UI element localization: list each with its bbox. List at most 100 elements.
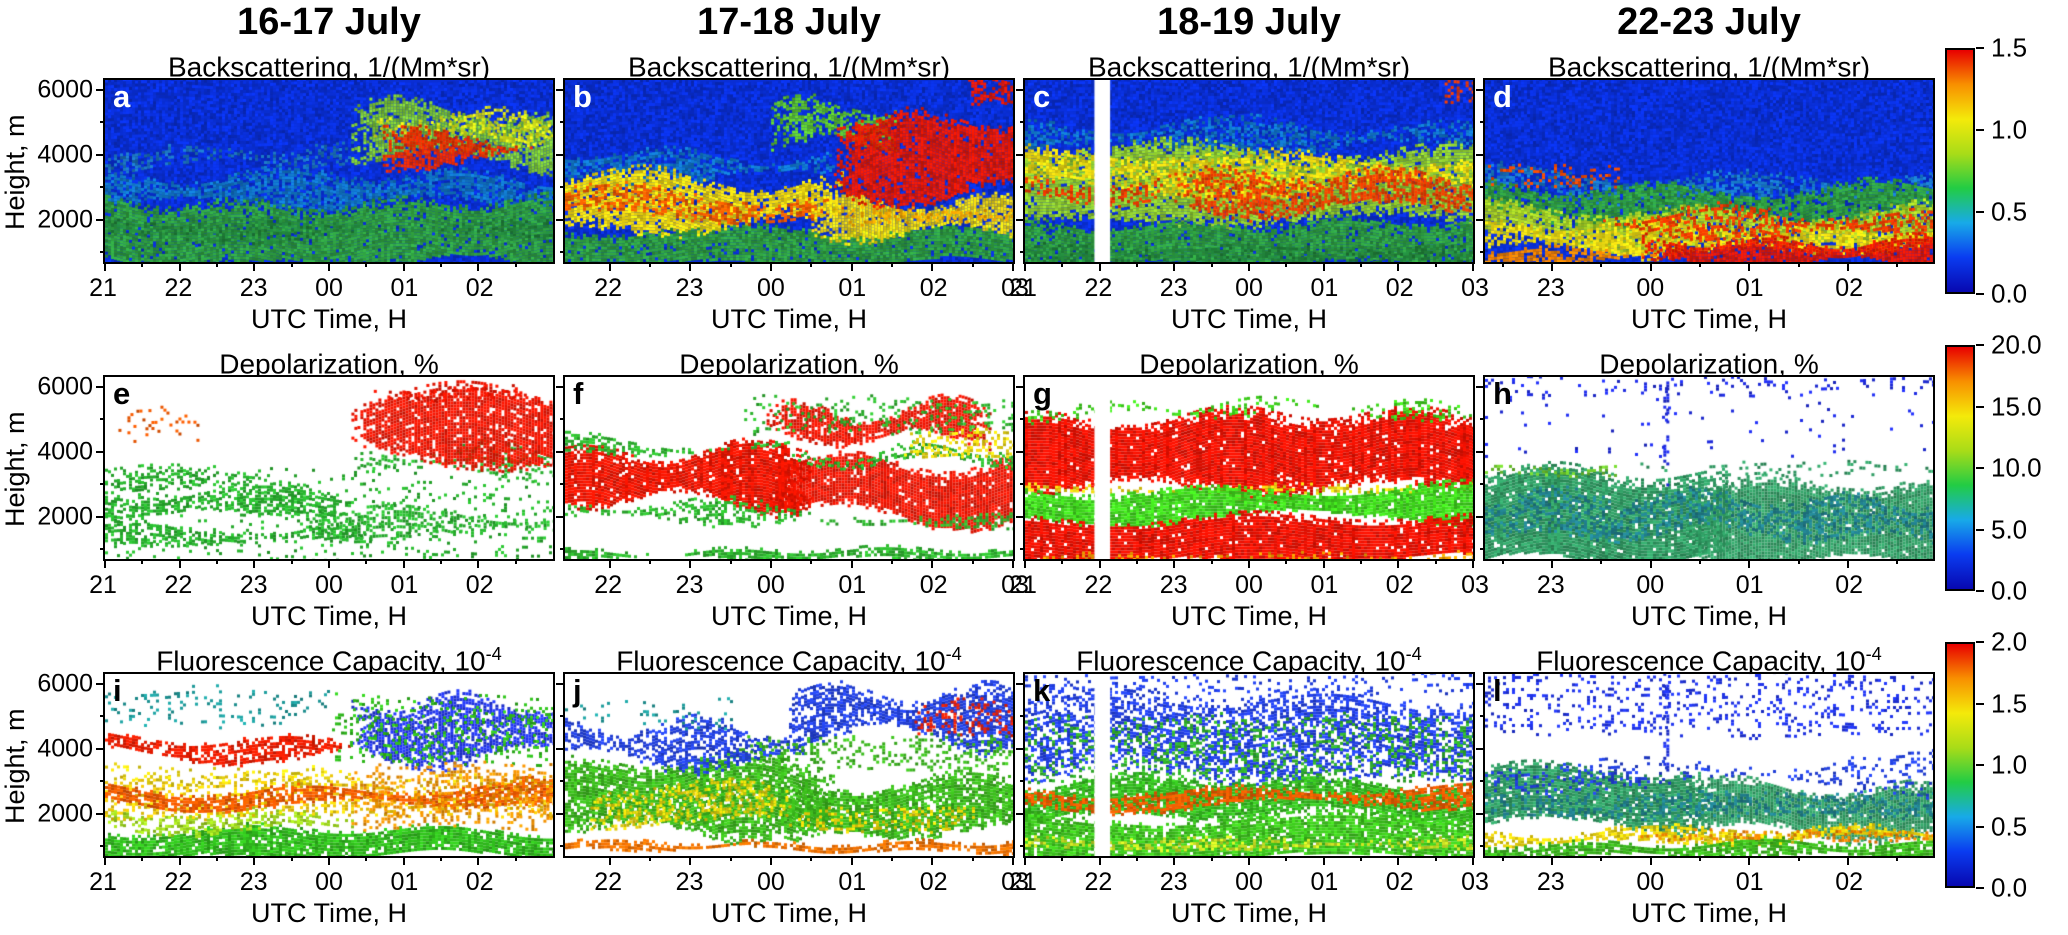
y-tick-label: 6000	[37, 372, 93, 401]
panel-title: Fluorescence Capacity, 10-4	[616, 644, 962, 677]
x-tick-label: 03	[1001, 274, 1029, 302]
panel-slot: Fluorescence Capacity, 10-4 i 6000 4000 20…	[37, 638, 555, 935]
heatmap-canvas	[565, 674, 1013, 856]
x-tick-label: 23	[239, 868, 268, 896]
x-tick-mark	[1012, 262, 1014, 271]
panel-title: Backscattering, 1/(Mm*sr)	[627, 51, 951, 83]
x-tick-label: 02	[465, 868, 494, 896]
x-minor-tick-mark	[1699, 559, 1702, 564]
column-header-row: 16-17 July 17-18 July 18-19 July 22-23 J…	[0, 0, 2068, 44]
y-minor-tick-mark	[100, 121, 105, 124]
x-tick-label: 23	[1536, 571, 1565, 599]
x-minor-tick-mark	[440, 262, 442, 267]
y-minor-tick-mark	[1020, 418, 1025, 421]
x-minor-tick-mark	[365, 559, 368, 564]
colorbar-gradient	[1945, 48, 1975, 294]
y-tick-mark	[556, 88, 565, 91]
y-minor-tick-mark	[100, 548, 105, 551]
heatmap-panel: Fluorescence Capacity, 10-4 k 21 22 23 00 01…	[1009, 638, 1489, 929]
x-tick-labels: 21 22 23 00 01 02 03	[1009, 868, 1489, 898]
y-minor-tick-mark	[1020, 483, 1025, 486]
x-tick-label: 21	[1009, 868, 1037, 896]
x-tick-label: 00	[1235, 868, 1263, 896]
x-tick-label: 00	[315, 274, 343, 302]
x-tick-mark	[1397, 559, 1400, 568]
y-minor-tick-mark	[560, 121, 565, 124]
y-minor-tick-mark	[1020, 548, 1025, 551]
x-minor-tick-mark	[1210, 559, 1213, 564]
colorbar-tick-mark	[1976, 641, 1984, 643]
x-tick-mark	[1098, 262, 1101, 271]
plot-area: h	[1476, 375, 1935, 568]
x-tick-label: 21	[89, 274, 117, 302]
x-tick-mark	[104, 559, 106, 568]
panel-letter: f	[573, 376, 584, 411]
y-minor-tick-mark	[560, 715, 565, 718]
y-tick-mark	[96, 450, 105, 453]
x-minor-tick-mark	[1360, 559, 1362, 564]
x-tick-label: 02	[1835, 868, 1864, 896]
y-tick-mark	[1016, 515, 1025, 518]
x-axis-label: UTC Time, H	[710, 898, 867, 928]
x-tick-labels: 21 22 23 00 01 02	[89, 868, 555, 898]
x-tick-label: 01	[1735, 868, 1764, 896]
x-tick-label: 02	[1835, 571, 1864, 599]
x-minor-tick-mark	[1061, 559, 1064, 564]
y-tick-mark	[1476, 515, 1485, 518]
y-minor-tick-mark	[1020, 121, 1025, 124]
x-tick-mark	[178, 559, 181, 568]
x-tick-mark	[328, 559, 330, 568]
y-minor-tick-mark	[100, 418, 105, 421]
y-tick-mark	[556, 218, 565, 221]
x-axis-label: UTC Time, H	[250, 601, 407, 631]
heatmap-canvas	[105, 80, 553, 262]
x-axis-label: UTC Time, H	[1170, 304, 1327, 334]
y-minor-tick-mark	[100, 483, 105, 486]
colorbar-tick-mark	[1976, 887, 1984, 889]
x-minor-tick-mark	[649, 559, 652, 564]
y-tick-mark	[1476, 385, 1485, 388]
x-tick-label: 21	[1009, 274, 1037, 302]
x-tick-label: 23	[1536, 274, 1565, 302]
panel-slot: Depolarization, % e 6000 4000 2000 21 22 23 0…	[37, 341, 555, 638]
x-minor-tick-mark	[1501, 262, 1504, 267]
x-minor-tick-mark	[1896, 559, 1899, 564]
heatmap-panel: Backscattering, 1/(Mm*sr) a 6000 4000 2000…	[37, 44, 555, 335]
x-tick-label: 01	[1310, 868, 1339, 896]
x-minor-tick-mark	[971, 559, 974, 564]
y-minor-tick-mark	[560, 251, 565, 254]
x-minor-tick-mark	[141, 856, 144, 861]
x-minor-tick-mark	[1210, 856, 1213, 861]
colorbar-tick-label: 10.0	[1991, 452, 2042, 483]
x-minor-tick-mark	[1136, 856, 1138, 861]
plot-area: j	[556, 672, 1015, 865]
x-minor-tick-mark	[1896, 856, 1899, 861]
x-minor-tick-mark	[216, 262, 218, 267]
x-tick-mark	[1472, 262, 1474, 271]
colorbar-tick-label: 0.5	[1991, 811, 2028, 841]
x-tick-mark	[770, 262, 773, 271]
x-minor-tick-mark	[1699, 856, 1702, 861]
y-tick-mark	[1016, 88, 1025, 91]
colorbar-tick-label: 20.0	[1991, 329, 2042, 360]
x-minor-tick-mark	[1061, 262, 1064, 267]
y-tick-mark	[556, 385, 565, 388]
y-minor-tick-mark	[560, 186, 565, 189]
x-tick-label: 23	[239, 571, 268, 599]
x-minor-tick-mark	[290, 262, 293, 267]
colorbar-cell: 2.0 1.5 1.0 0.5 0.0	[1943, 627, 2068, 935]
x-tick-label: 23	[1536, 868, 1565, 896]
heatmap-panel: Depolarization, % f 22 23 00 01 02 03 UTC Tim…	[556, 341, 1029, 632]
x-tick-label: 21	[1009, 571, 1037, 599]
x-tick-mark	[1748, 262, 1751, 271]
x-tick-label: 02	[1385, 274, 1414, 302]
panel-slot: Backscattering, 1/(Mm*sr) a 6000 4000 2000…	[37, 44, 555, 341]
figure-row-fluorescence: Height, m Fluorescence Capacity, 10-4 i …	[0, 627, 2068, 935]
y-tick-mark	[1016, 450, 1025, 453]
x-minor-tick-mark	[290, 559, 293, 564]
heatmap-panel: Depolarization, % h 23 00 01 02 UTC Time, H	[1476, 341, 1935, 632]
y-axis-label: Height, m	[0, 114, 30, 230]
panel-slot: Depolarization, % h 23 00 01 02 UTC Time, H	[1476, 341, 1935, 638]
x-tick-label: 01	[390, 868, 419, 896]
colorbar-tick-label: 0.0	[1991, 278, 2028, 309]
